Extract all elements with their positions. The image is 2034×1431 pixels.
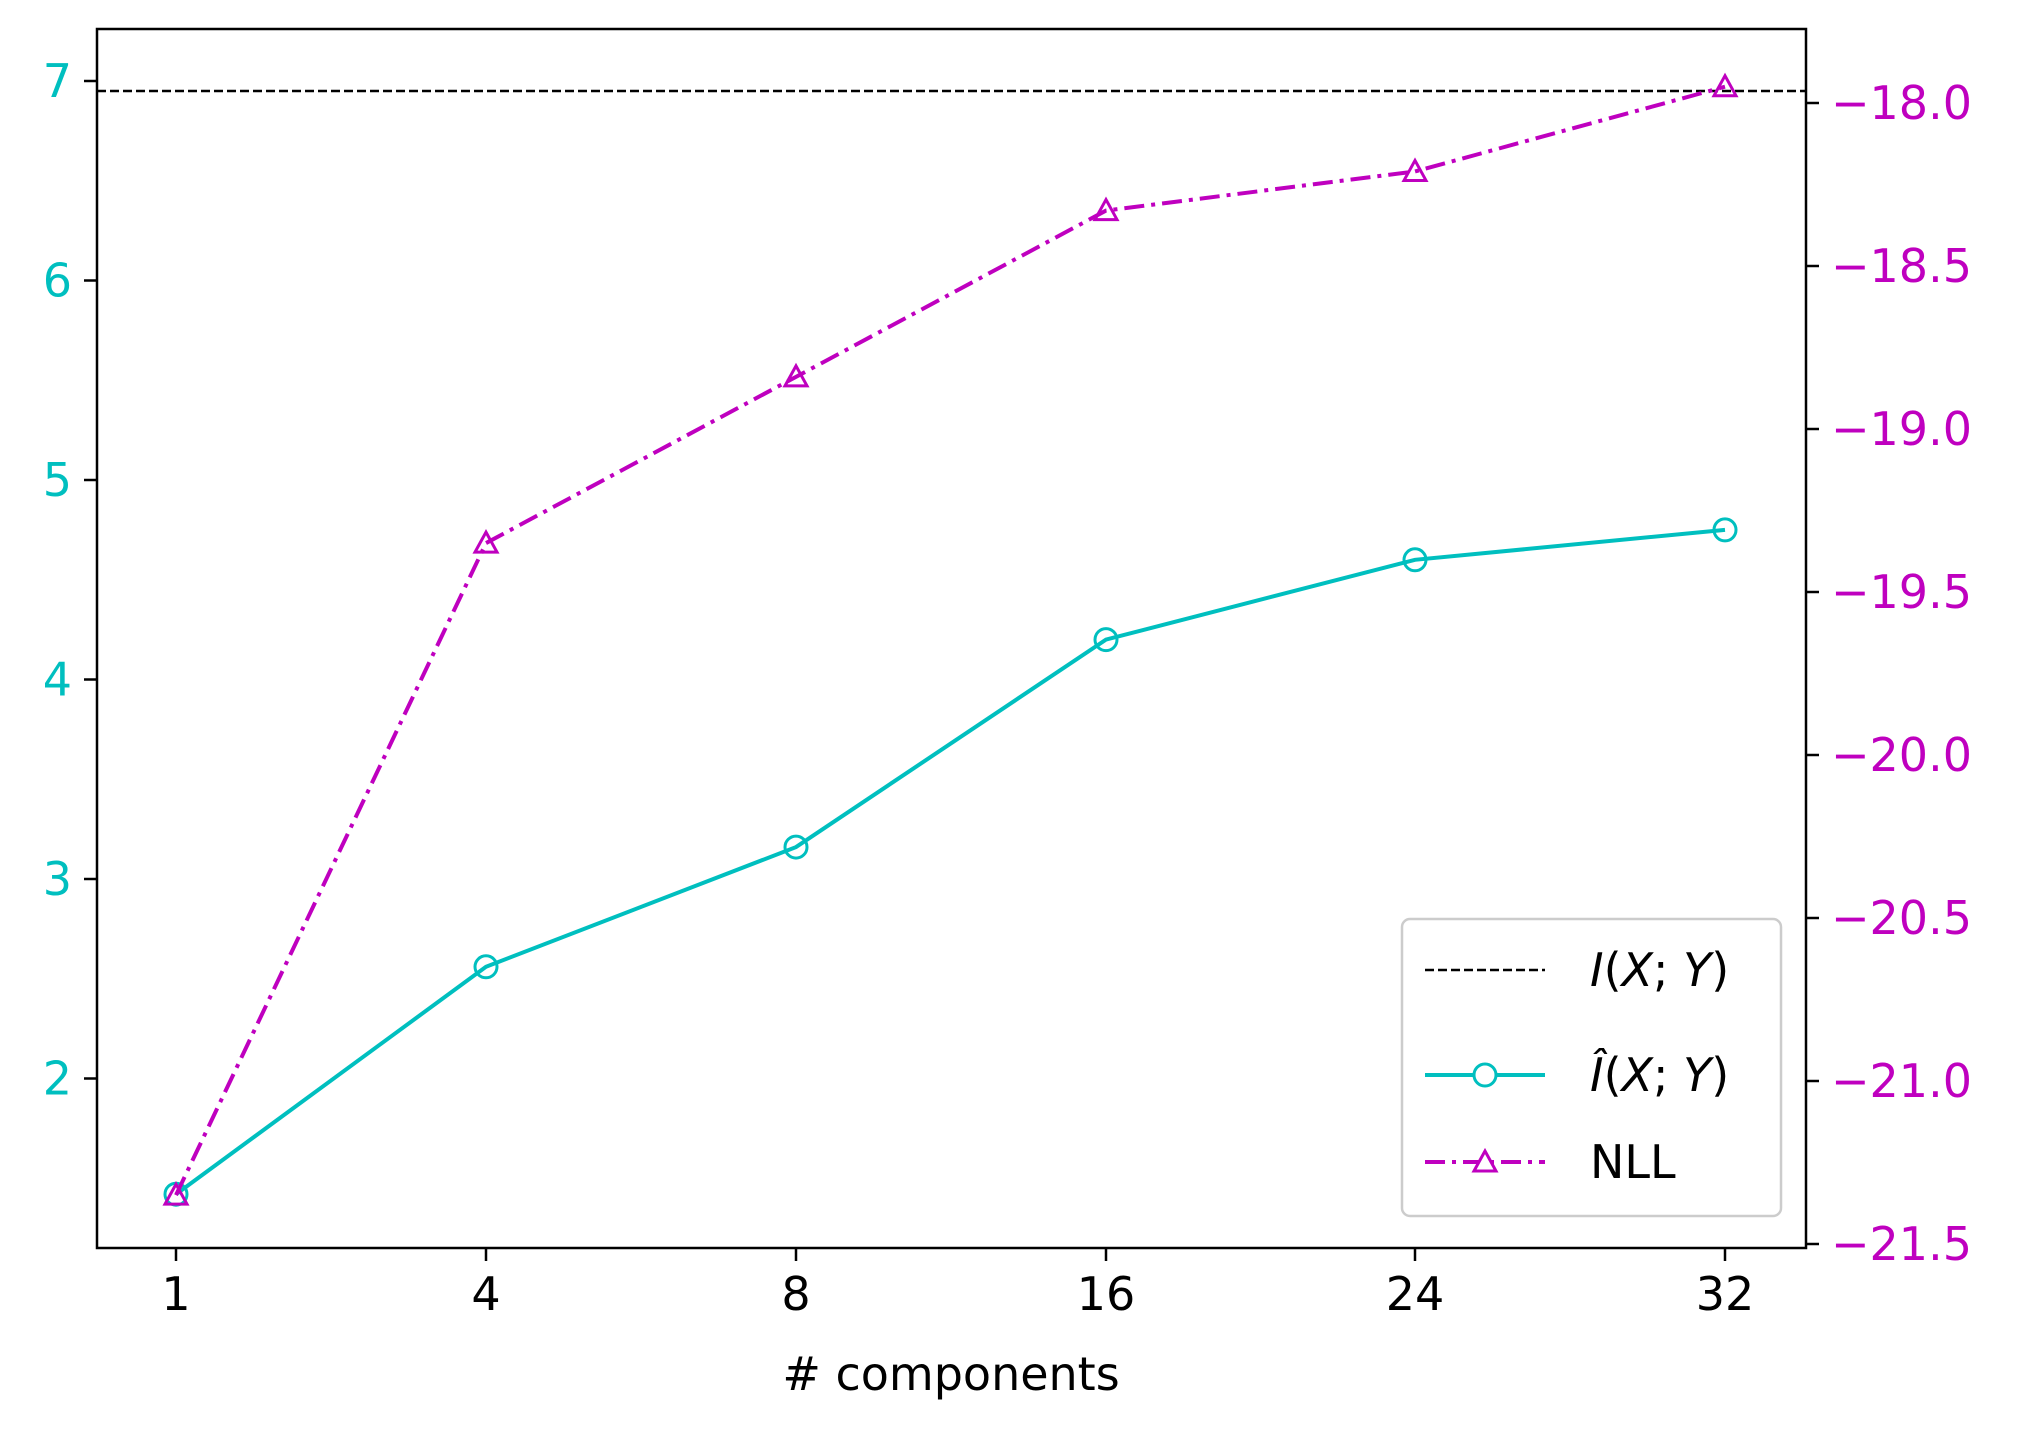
left-tick-label: 7 <box>43 54 72 108</box>
data-point-nll <box>162 1180 190 1206</box>
x-tick-label: 24 <box>1386 1267 1445 1321</box>
left-tick-label: 4 <box>43 653 72 707</box>
data-point-i-hat <box>473 954 499 980</box>
legend-marker-circle <box>1472 1062 1498 1088</box>
legend-label: I(X; Y) <box>1590 943 1729 997</box>
data-point-i-hat <box>783 834 809 860</box>
data-point-i-hat <box>1712 517 1738 543</box>
right-tick-label: −20.0 <box>1831 728 1972 782</box>
series-line-nll <box>174 84 1726 1196</box>
legend: I(X; Y) Î(X; Y) NLL <box>1400 917 1783 1218</box>
left-tick-label: 6 <box>43 254 72 308</box>
right-tick-label: −20.5 <box>1831 891 1972 945</box>
plot-frame <box>95 27 1808 1250</box>
axes: 1 4 8 16 24 32 2 3 4 5 6 7 −18.0 −18.5 −19.0 −19.5 −20.0… <box>43 54 1972 1321</box>
legend-marker-triangle <box>1471 1147 1499 1173</box>
right-tick-label: −21.5 <box>1831 1217 1972 1271</box>
left-tick-label: 3 <box>43 852 72 906</box>
legend-label: Î(X; Y) <box>1590 1048 1729 1102</box>
left-tick-label: 2 <box>43 1052 72 1106</box>
x-tick-label: 4 <box>471 1267 500 1321</box>
x-tick-label: 32 <box>1696 1267 1755 1321</box>
x-tick-label: 16 <box>1077 1267 1136 1321</box>
series-line-i-hat <box>174 527 1726 1196</box>
data-point-nll <box>1711 72 1739 98</box>
data-point-nll <box>472 528 500 554</box>
legend-box <box>1400 917 1783 1218</box>
left-tick-label: 5 <box>43 453 72 507</box>
right-tick-label: −18.5 <box>1831 239 1972 293</box>
legend-label: NLL <box>1590 1135 1676 1189</box>
x-axis-label: # components <box>782 1347 1119 1401</box>
right-tick-label: −21.0 <box>1831 1054 1972 1108</box>
data-point-i-hat <box>1093 627 1119 653</box>
right-tick-label: −19.0 <box>1831 402 1972 456</box>
data-point-nll <box>1401 157 1429 182</box>
right-tick-label: −19.5 <box>1831 565 1972 619</box>
right-tick-label: −18.0 <box>1831 76 1972 130</box>
plot-area <box>97 72 1806 1207</box>
data-point-nll <box>1092 196 1120 222</box>
data-point-i-hat <box>1402 547 1428 573</box>
x-tick-label: 8 <box>781 1267 810 1321</box>
x-tick-label: 1 <box>161 1267 190 1321</box>
data-point-nll <box>782 362 810 388</box>
